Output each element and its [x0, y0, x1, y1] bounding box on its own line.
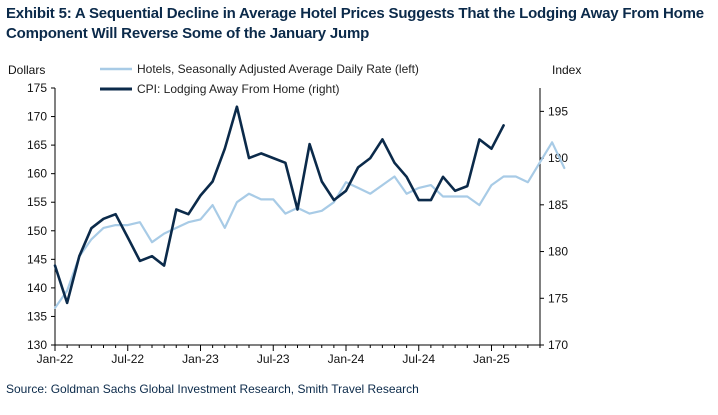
- source-note: Source: Goldman Sachs Global Investment …: [6, 382, 419, 396]
- right-tick-label: 180: [548, 245, 568, 259]
- series-line-cpi-lodging: [53, 105, 505, 305]
- x-tick-label: Jan-25: [473, 352, 510, 366]
- left-tick-label: 150: [27, 224, 47, 238]
- left-axis-label: Dollars: [8, 63, 45, 77]
- chart-title-line-1: Exhibit 5: A Sequential Decline in Avera…: [6, 5, 704, 22]
- series-line-hotel-adr: [53, 141, 566, 309]
- right-axis-label: Index: [552, 63, 581, 77]
- legend-label-cpi: CPI: Lodging Away From Home (right): [137, 82, 340, 96]
- right-tick-label: 195: [548, 104, 568, 118]
- axes-frame: [54, 88, 541, 346]
- legend: Hotels, Seasonally Adjusted Average Dail…: [100, 62, 419, 96]
- left-tick-label: 160: [27, 167, 47, 181]
- right-tick-label: 190: [548, 151, 568, 165]
- x-tick-label: Jul-24: [402, 352, 435, 366]
- left-tick-label: 175: [27, 81, 47, 95]
- right-tick-label: 170: [548, 338, 568, 352]
- tick-labels: 130 135 140 145 150 155 160 165 170 175 170 175 180 1…: [27, 81, 568, 366]
- left-tick-label: 140: [27, 281, 47, 295]
- x-tick-label: Jul-22: [111, 352, 144, 366]
- left-tick-label: 165: [27, 138, 47, 152]
- left-tick-label: 130: [27, 338, 47, 352]
- x-tick-label: Jan-23: [182, 352, 219, 366]
- series-lines: [53, 105, 566, 309]
- x-tick-label: Jul-23: [257, 352, 290, 366]
- x-tick-label: Jan-24: [328, 352, 365, 366]
- left-tick-label: 145: [27, 252, 47, 266]
- right-tick-label: 175: [548, 291, 568, 305]
- right-tick-label: 185: [548, 198, 568, 212]
- left-tick-label: 155: [27, 195, 47, 209]
- x-tick-label: Jan-22: [37, 352, 74, 366]
- legend-label-hotels: Hotels, Seasonally Adjusted Average Dail…: [137, 62, 419, 76]
- left-tick-label: 170: [27, 110, 47, 124]
- left-tick-label: 135: [27, 309, 47, 323]
- chart-title-line-2: Component Will Reverse Some of the Janua…: [6, 25, 370, 42]
